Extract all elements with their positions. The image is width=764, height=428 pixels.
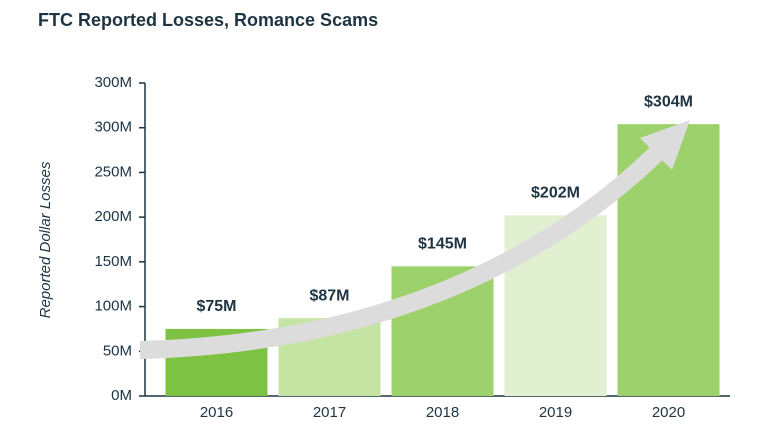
- y-tick-label: 100M: [94, 298, 132, 315]
- x-tick-label: 2017: [313, 404, 346, 421]
- value-label: $202M: [531, 185, 580, 202]
- arrow-head: [640, 120, 690, 170]
- y-tick-label: 300M: [94, 74, 132, 91]
- value-label: $75M: [196, 298, 236, 315]
- arrow-shaft: [139, 138, 672, 359]
- x-tick-label: 2019: [539, 404, 572, 421]
- y-tick-label: 250M: [94, 163, 132, 180]
- x-tick-label: 2020: [652, 404, 685, 421]
- value-label: $87M: [309, 287, 349, 304]
- y-tick-label: 50M: [103, 342, 132, 359]
- y-tick-label: 150M: [94, 253, 132, 270]
- y-tick-label: 300M: [94, 119, 132, 136]
- x-tick-label: 2018: [426, 404, 459, 421]
- trend-arrow: [139, 120, 690, 359]
- x-tick-label: 2016: [200, 404, 233, 421]
- y-axis-label: Reported Dollar Losses: [37, 161, 54, 318]
- value-label: $304M: [644, 93, 693, 110]
- chart-title: FTC Reported Losses, Romance Scams: [38, 10, 378, 30]
- y-tick-label: 200M: [94, 208, 132, 225]
- y-tick-label: 0M: [111, 387, 132, 404]
- value-label: $145M: [418, 236, 467, 253]
